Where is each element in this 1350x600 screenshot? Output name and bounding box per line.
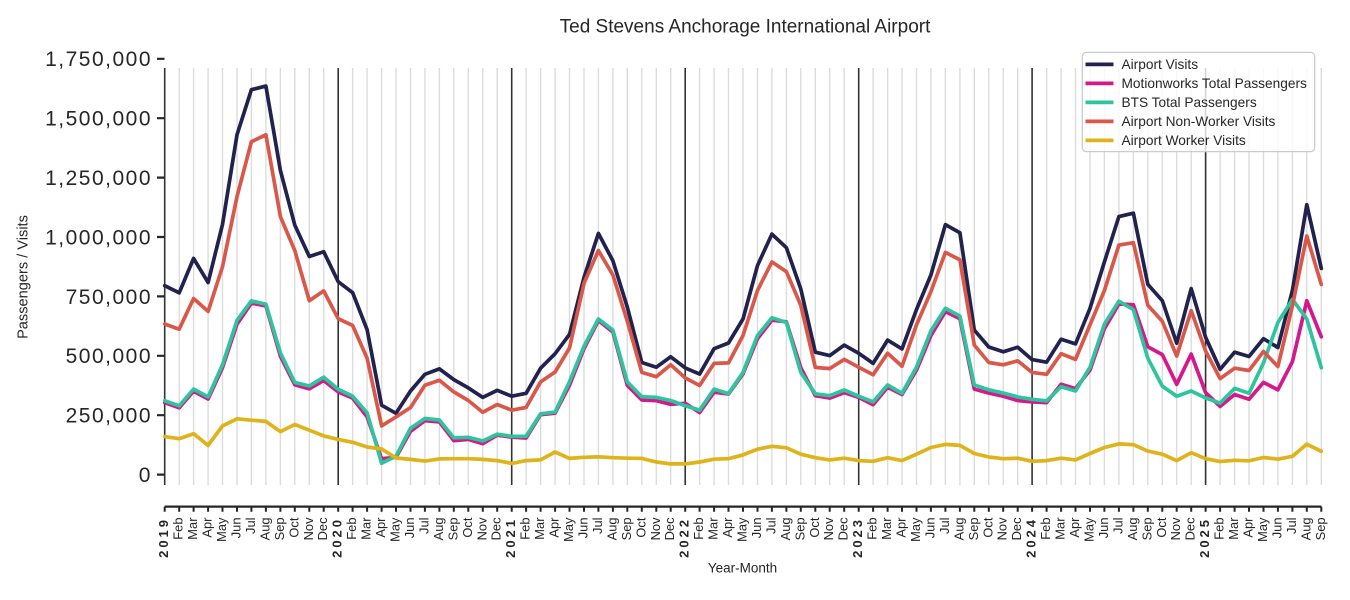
svg-text:Jun: Jun — [1269, 518, 1284, 539]
svg-text:Sep: Sep — [966, 517, 981, 540]
svg-text:Oct: Oct — [460, 517, 475, 537]
svg-text:May: May — [214, 517, 229, 542]
svg-text:Sep: Sep — [445, 517, 460, 540]
svg-text:Mar: Mar — [1226, 517, 1241, 540]
svg-text:Feb: Feb — [691, 517, 706, 539]
svg-text:Dec: Dec — [662, 517, 677, 540]
svg-text:Jul: Jul — [416, 518, 431, 534]
svg-text:Nov: Nov — [821, 517, 836, 540]
svg-text:Jul: Jul — [937, 518, 952, 534]
svg-text:Nov: Nov — [1168, 517, 1183, 540]
svg-text:2023: 2023 — [850, 517, 865, 558]
svg-text:Feb: Feb — [344, 517, 359, 539]
svg-text:Mar: Mar — [532, 517, 547, 540]
svg-text:Apr: Apr — [894, 517, 909, 538]
svg-text:Airport Visits: Airport Visits — [1122, 57, 1199, 72]
svg-text:Jun: Jun — [1096, 518, 1111, 539]
svg-text:Year-Month: Year-Month — [708, 561, 777, 576]
svg-text:BTS Total Passengers: BTS Total Passengers — [1122, 95, 1257, 110]
svg-text:Dec: Dec — [489, 517, 504, 540]
svg-text:1,750,000: 1,750,000 — [45, 48, 152, 71]
svg-text:Jun: Jun — [229, 518, 244, 539]
svg-text:Jul: Jul — [590, 518, 605, 534]
svg-text:Jun: Jun — [576, 518, 591, 539]
svg-text:Aug: Aug — [1298, 517, 1313, 540]
svg-text:Apr: Apr — [373, 517, 388, 538]
svg-text:Dec: Dec — [1183, 517, 1198, 540]
svg-text:2020: 2020 — [330, 517, 345, 558]
svg-text:250,000: 250,000 — [66, 405, 152, 428]
svg-text:Sep: Sep — [792, 517, 807, 540]
svg-text:Nov: Nov — [995, 517, 1010, 540]
svg-text:2022: 2022 — [677, 517, 692, 558]
svg-text:2024: 2024 — [1024, 517, 1039, 558]
svg-text:Mar: Mar — [359, 517, 374, 540]
svg-text:Aug: Aug — [951, 517, 966, 540]
svg-text:Feb: Feb — [1212, 517, 1227, 539]
svg-text:Oct: Oct — [807, 517, 822, 537]
svg-text:Feb: Feb — [518, 517, 533, 539]
svg-text:2019: 2019 — [156, 517, 171, 558]
svg-text:750,000: 750,000 — [66, 286, 152, 309]
svg-text:Oct: Oct — [980, 517, 995, 537]
svg-text:Apr: Apr — [200, 517, 215, 538]
svg-text:Ted Stevens Anchorage Internat: Ted Stevens Anchorage International Airp… — [560, 16, 931, 37]
svg-text:May: May — [1082, 517, 1097, 542]
svg-text:Apr: Apr — [547, 517, 562, 538]
svg-text:Jul: Jul — [1110, 518, 1125, 534]
svg-text:Nov: Nov — [474, 517, 489, 540]
svg-text:2021: 2021 — [503, 517, 518, 558]
svg-text:Dec: Dec — [1009, 517, 1024, 540]
svg-text:2025: 2025 — [1197, 517, 1212, 558]
svg-text:Mar: Mar — [879, 517, 894, 540]
svg-text:Feb: Feb — [865, 517, 880, 539]
svg-text:Sep: Sep — [1139, 517, 1154, 540]
svg-text:May: May — [908, 517, 923, 542]
svg-text:Nov: Nov — [301, 517, 316, 540]
svg-text:0: 0 — [139, 464, 152, 487]
svg-text:Feb: Feb — [1038, 517, 1053, 539]
svg-text:Aug: Aug — [431, 517, 446, 540]
svg-text:May: May — [388, 517, 403, 542]
svg-text:Aug: Aug — [778, 517, 793, 540]
svg-text:Aug: Aug — [1125, 517, 1140, 540]
svg-text:Aug: Aug — [257, 517, 272, 540]
svg-text:Sep: Sep — [272, 517, 287, 540]
svg-text:Jun: Jun — [402, 518, 417, 539]
svg-text:Passengers / Visits: Passengers / Visits — [16, 215, 32, 339]
svg-text:Jul: Jul — [1284, 518, 1299, 534]
svg-text:Airport Worker Visits: Airport Worker Visits — [1122, 133, 1246, 148]
svg-text:May: May — [1255, 517, 1270, 542]
svg-text:1,500,000: 1,500,000 — [45, 108, 152, 131]
svg-text:Nov: Nov — [648, 517, 663, 540]
svg-text:Oct: Oct — [286, 517, 301, 537]
svg-text:Apr: Apr — [1241, 517, 1256, 538]
svg-text:Jul: Jul — [243, 518, 258, 534]
svg-text:Feb: Feb — [171, 517, 186, 539]
svg-text:500,000: 500,000 — [66, 345, 152, 368]
svg-text:Aug: Aug — [604, 517, 619, 540]
svg-text:Mar: Mar — [185, 517, 200, 540]
svg-text:Dec: Dec — [315, 517, 330, 540]
svg-text:May: May — [735, 517, 750, 542]
svg-text:Apr: Apr — [720, 517, 735, 538]
svg-text:Airport Non-Worker Visits: Airport Non-Worker Visits — [1122, 114, 1276, 129]
svg-text:Jun: Jun — [749, 518, 764, 539]
svg-text:Mar: Mar — [706, 517, 721, 540]
svg-text:Jul: Jul — [763, 518, 778, 534]
svg-text:1,250,000: 1,250,000 — [45, 167, 152, 190]
svg-text:Apr: Apr — [1067, 517, 1082, 538]
svg-text:May: May — [561, 517, 576, 542]
svg-text:Sep: Sep — [619, 517, 634, 540]
svg-text:Dec: Dec — [836, 517, 851, 540]
svg-text:Jun: Jun — [922, 518, 937, 539]
svg-text:1,000,000: 1,000,000 — [45, 226, 152, 249]
svg-text:Oct: Oct — [1154, 517, 1169, 537]
svg-text:Mar: Mar — [1053, 517, 1068, 540]
svg-text:Motionworks Total Passengers: Motionworks Total Passengers — [1122, 76, 1308, 91]
svg-text:Sep: Sep — [1313, 517, 1328, 540]
svg-text:Oct: Oct — [633, 517, 648, 537]
